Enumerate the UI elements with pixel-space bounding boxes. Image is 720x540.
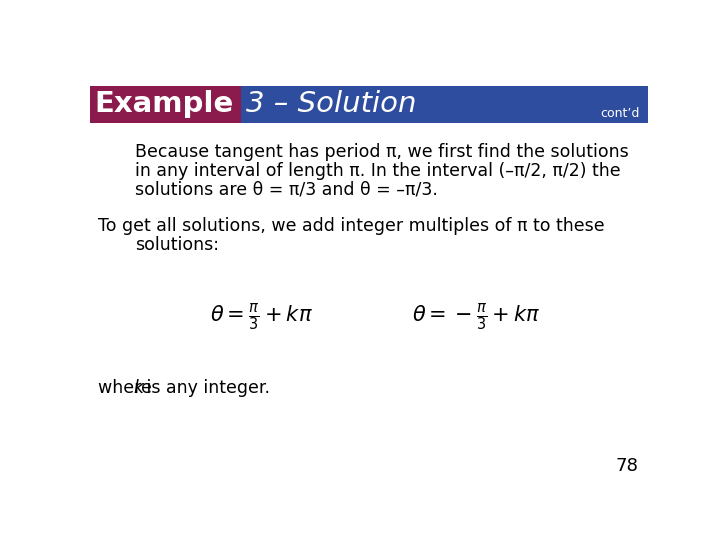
Text: $\theta = -\frac{\pi}{3} + k\pi$: $\theta = -\frac{\pi}{3} + k\pi$: [412, 302, 540, 333]
Text: Example: Example: [94, 90, 234, 118]
Text: To get all solutions, we add integer multiples of π to these: To get all solutions, we add integer mul…: [99, 217, 605, 235]
FancyBboxPatch shape: [90, 85, 241, 123]
Text: is any integer.: is any integer.: [141, 379, 270, 397]
Text: $\theta = \frac{\pi}{3} + k\pi$: $\theta = \frac{\pi}{3} + k\pi$: [210, 302, 313, 333]
Text: where: where: [99, 379, 158, 397]
Text: 78: 78: [616, 457, 639, 475]
Text: Because tangent has period π, we first find the solutions: Because tangent has period π, we first f…: [135, 143, 629, 161]
Text: 3 – Solution: 3 – Solution: [246, 90, 416, 118]
Text: cont’d: cont’d: [600, 107, 639, 120]
Text: solutions:: solutions:: [135, 236, 219, 254]
Text: solutions are θ = π/3 and θ = –π/3.: solutions are θ = π/3 and θ = –π/3.: [135, 180, 438, 198]
FancyBboxPatch shape: [90, 85, 648, 123]
Text: k: k: [133, 379, 143, 397]
Text: in any interval of length π. In the interval (–π/2, π/2) the: in any interval of length π. In the inte…: [135, 162, 620, 180]
